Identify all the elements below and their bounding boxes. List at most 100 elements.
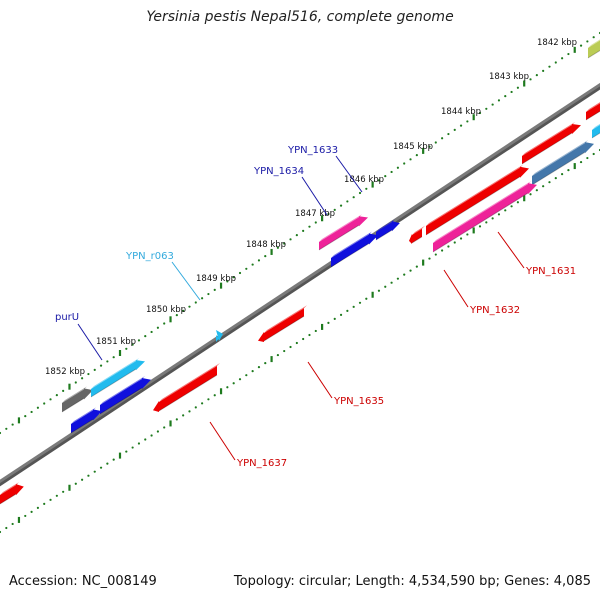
outer-minor-tick [112, 356, 115, 359]
outer-minor-tick [24, 415, 27, 418]
feature-cyan-edge [591, 123, 600, 139]
inner-minor-tick [453, 241, 456, 244]
inner-minor-tick [466, 233, 469, 236]
outer-minor-tick [295, 234, 298, 237]
outer-minor-tick [87, 372, 90, 376]
inner-minor-tick [339, 313, 343, 316]
inner-minor-tick [156, 430, 159, 433]
inner-minor-tick [535, 189, 538, 192]
feature-track [0, 39, 600, 505]
outer-minor-tick [238, 271, 242, 275]
outer-minor-tick [308, 225, 311, 228]
inner-minor-tick [226, 386, 229, 389]
outer-minor-tick [554, 61, 557, 64]
tick-label-kbp: 1842 kbp [537, 38, 577, 48]
inner-minor-tick [125, 450, 128, 453]
gene-label-ypn_1632: YPN_1632 [443, 269, 520, 316]
gene-label-puru: purU [55, 312, 103, 361]
outer-minor-tick [213, 288, 216, 291]
outer-minor-tick [548, 65, 551, 68]
inner-minor-tick [295, 341, 298, 345]
outer-minor-tick [542, 69, 545, 72]
gene-label-ypn_1634: YPN_1634 [253, 166, 328, 216]
inner-minor-tick [554, 177, 557, 180]
outer-minor-tick [516, 86, 519, 89]
outer-minor-tick [144, 335, 147, 338]
inner-minor-tick [150, 434, 153, 437]
inner-minor-tick [0, 530, 2, 534]
outer-minor-tick [93, 368, 96, 371]
inner-minor-tick [55, 494, 58, 497]
outer-minor-tick [447, 132, 450, 136]
inner-minor-tick [188, 410, 191, 413]
gene-label-text: YPN_r063 [125, 251, 174, 262]
inner-minor-tick [415, 265, 418, 268]
inner-minor-tick [49, 498, 52, 501]
inner-minor-tick [144, 438, 147, 441]
inner-minor-tick [5, 526, 8, 530]
outer-minor-tick [358, 191, 362, 195]
inner-minor-tick [459, 237, 463, 240]
inner-minor-tick [99, 466, 103, 469]
inner-minor-tick [24, 514, 27, 518]
inner-minor-tick [352, 305, 355, 308]
tick-label-kbp: 1847 kbp [295, 209, 335, 219]
outer-minor-tick [314, 221, 317, 224]
gene-label-text: purU [55, 312, 79, 323]
outer-minor-tick [264, 255, 267, 258]
inner-minor-tick [542, 185, 545, 188]
outer-minor-tick [163, 322, 166, 325]
map-title: Yersinia pestis Nepal516, complete genom… [146, 9, 454, 25]
outer-minor-tick [365, 187, 368, 190]
inner-minor-tick [289, 345, 292, 349]
inner-minor-tick [93, 470, 96, 473]
inner-minor-tick [365, 297, 368, 300]
outer-minor-tick [188, 305, 191, 308]
inner-minor-tick [283, 349, 286, 353]
gene-label-ypn_1631: YPN_1631 [497, 231, 576, 277]
outer-minor-tick [62, 389, 65, 392]
tick-label-kbp: 1844 kbp [441, 107, 481, 117]
outer-minor-tick [333, 208, 336, 211]
tick-label-kbp: 1846 kbp [344, 175, 384, 185]
outer-minor-tick [156, 326, 159, 329]
outer-minor-tick [106, 360, 109, 363]
inner-minor-tick [43, 502, 46, 505]
gene-label-ypn_1635: YPN_1635 [307, 361, 384, 407]
outer-minor-tick [245, 267, 248, 270]
inner-minor-tick [485, 221, 488, 224]
genome-backbone [0, 82, 600, 487]
outer-minor-tick [0, 431, 2, 435]
inner-minor-tick [428, 257, 431, 260]
inner-minor-tick [358, 301, 362, 304]
gene-label-text: YPN_1631 [525, 266, 576, 277]
tick-label-kbp: 1849 kbp [196, 274, 236, 284]
outer-minor-tick [535, 74, 538, 77]
inner-minor-tick [112, 458, 115, 461]
tick-label-kbp: 1851 kbp [96, 337, 136, 347]
feature-blue-1634 [330, 231, 378, 268]
inner-minor-tick [87, 474, 90, 477]
outer-minor-tick [510, 90, 513, 94]
gene-label-text: YPN_1633 [287, 145, 338, 156]
feature-steel [531, 140, 594, 186]
outer-minor-tick [43, 402, 46, 405]
inner-minor-tick [447, 245, 450, 248]
outer-minor-tick [5, 427, 8, 430]
feature-blue-small [70, 407, 102, 434]
outer-minor-tick [390, 170, 393, 174]
outer-minor-tick [377, 179, 381, 182]
inner-minor-tick [586, 156, 589, 160]
outer-minor-tick [137, 339, 141, 342]
gene-label-text: YPN_1637 [236, 458, 287, 469]
outer-minor-tick [276, 246, 279, 249]
outer-minor-tick [415, 154, 418, 157]
inner-minor-tick [377, 289, 381, 292]
inner-minor-tick [548, 181, 551, 184]
outer-minor-tick [289, 238, 292, 241]
inner-minor-tick [238, 378, 242, 381]
accession-text: Accession: NC_008149 [9, 574, 157, 589]
gene-leader-line [301, 176, 328, 216]
backbone-line-shadow [0, 83, 600, 487]
inner-minor-tick [232, 382, 235, 385]
